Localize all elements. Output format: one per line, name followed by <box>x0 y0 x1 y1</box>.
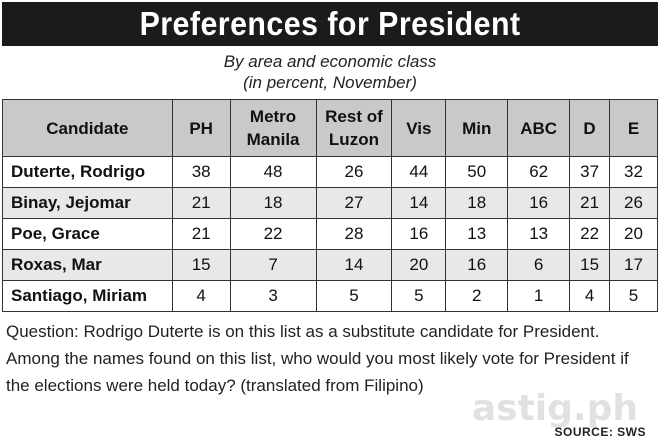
percent-cell: 4 <box>569 280 611 312</box>
subtitle-units: (in percent, November) <box>243 73 417 92</box>
percent-cell: 21 <box>569 187 611 219</box>
percent-cell: 5 <box>391 280 447 312</box>
percent-cell: 62 <box>507 156 571 188</box>
header-rest-line2: Luzon <box>328 130 379 149</box>
percent-cell: 26 <box>609 187 658 219</box>
percent-cell: 20 <box>609 218 658 250</box>
table-row: Poe, Grace 21 22 28 16 13 13 22 20 <box>2 218 658 250</box>
percent-cell: 6 <box>507 249 571 281</box>
table-row: Duterte, Rodrigo 38 48 26 44 50 62 37 32 <box>2 156 658 188</box>
percent-cell: 28 <box>315 218 393 250</box>
candidate-name: Roxas, Mar <box>2 249 173 281</box>
header-metro-line1: Metro <box>249 107 297 126</box>
subtitle: By area and economic class <box>223 52 437 71</box>
percent-cell: 22 <box>569 218 611 250</box>
percent-cell: 5 <box>609 280 658 312</box>
percent-cell: 4 <box>171 280 231 312</box>
percent-cell: 26 <box>315 156 393 188</box>
percent-cell: 22 <box>229 218 317 250</box>
percent-cell: 27 <box>315 187 393 219</box>
percent-cell: 50 <box>445 156 509 188</box>
percent-cell: 5 <box>315 280 393 312</box>
candidate-name: Binay, Jejomar <box>2 187 173 219</box>
percent-cell: 17 <box>609 249 658 281</box>
header-candidate: Candidate <box>2 99 173 157</box>
percent-cell: 13 <box>445 218 509 250</box>
percent-cell: 15 <box>569 249 611 281</box>
candidate-name: Duterte, Rodrigo <box>2 156 173 188</box>
percent-cell: 3 <box>229 280 317 312</box>
header-metro-manila: Metro Manila <box>229 99 317 157</box>
watermark-logo: astig.ph <box>471 388 638 429</box>
header-e: E <box>609 99 658 157</box>
percent-cell: 38 <box>171 156 231 188</box>
percent-cell: 15 <box>171 249 231 281</box>
percent-cell: 21 <box>171 187 231 219</box>
percent-cell: 16 <box>507 187 571 219</box>
header-min: Min <box>445 99 509 157</box>
table-row: Roxas, Mar 15 7 14 20 16 6 15 17 <box>2 249 658 281</box>
header-row: Candidate PH Metro Manila Rest of Luzon Vi… <box>2 99 658 157</box>
percent-cell: 14 <box>315 249 393 281</box>
title-bar: Preferences for President <box>2 2 658 46</box>
source-credit: SOURCE: SWS <box>554 425 646 439</box>
table-row: Binay, Jejomar 21 18 27 14 18 16 21 26 <box>2 187 658 219</box>
table-row: Santiago, Miriam 4 3 5 5 2 1 4 5 <box>2 280 658 312</box>
percent-cell: 16 <box>391 218 447 250</box>
results-table: Candidate PH Metro Manila Rest of Luzon Vi… <box>2 99 658 312</box>
header-rest-of-luzon: Rest of Luzon <box>315 99 393 157</box>
percent-cell: 18 <box>445 187 509 219</box>
header-vis: Vis <box>391 99 447 157</box>
percent-cell: 37 <box>569 156 611 188</box>
chart-title: Preferences for President <box>139 5 521 42</box>
survey-question: Question: Rodrigo Duterte is on this lis… <box>6 322 629 395</box>
percent-cell: 48 <box>229 156 317 188</box>
header-ph: PH <box>171 99 231 157</box>
candidate-name: Santiago, Miriam <box>2 280 173 312</box>
percent-cell: 1 <box>507 280 571 312</box>
percent-cell: 2 <box>445 280 509 312</box>
percent-cell: 16 <box>445 249 509 281</box>
percent-cell: 14 <box>391 187 447 219</box>
header-metro-line2: Manila <box>246 130 300 149</box>
header-abc: ABC <box>507 99 571 157</box>
percent-cell: 20 <box>391 249 447 281</box>
percent-cell: 13 <box>507 218 571 250</box>
table-body: Duterte, Rodrigo 38 48 26 44 50 62 37 32 Binay, J… <box>2 156 658 312</box>
percent-cell: 32 <box>609 156 658 188</box>
header-rest-line1: Rest of <box>325 107 383 126</box>
header-d: D <box>569 99 611 157</box>
percent-cell: 7 <box>229 249 317 281</box>
percent-cell: 18 <box>229 187 317 219</box>
candidate-name: Poe, Grace <box>2 218 173 250</box>
percent-cell: 44 <box>391 156 447 188</box>
percent-cell: 21 <box>171 218 231 250</box>
